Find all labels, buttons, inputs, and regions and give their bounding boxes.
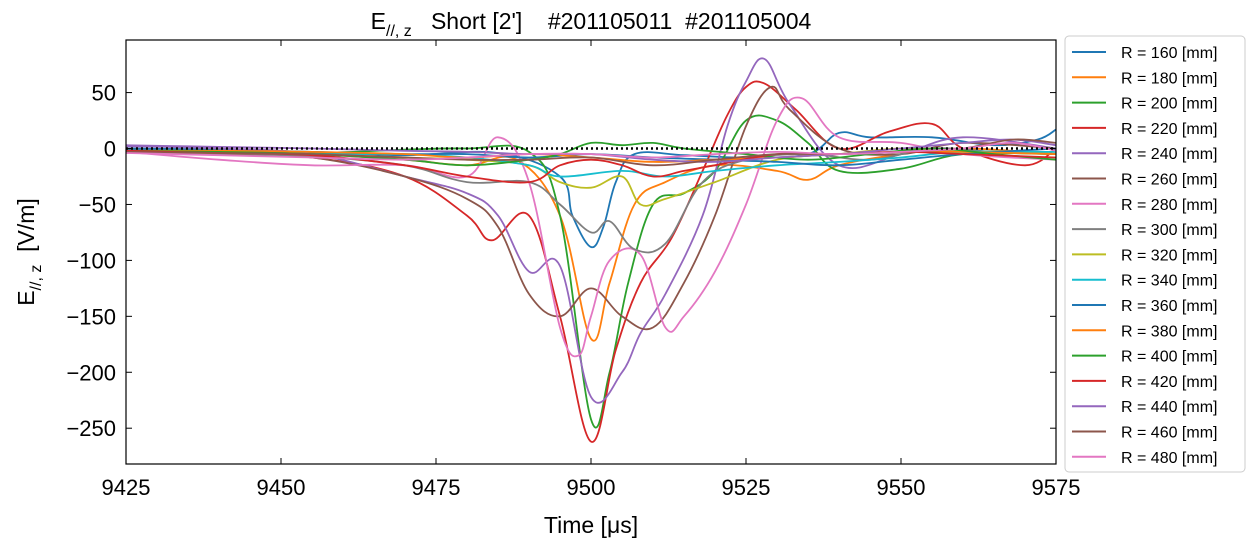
series-line-1 — [126, 128, 1056, 249]
y-tick-label: 0 — [104, 137, 116, 162]
y-tick-label: −200 — [66, 360, 116, 385]
y-tick-label: 50 — [92, 81, 116, 106]
y-axis: 50 0 −50 −100 −150 −200 −250 — [66, 81, 1056, 441]
legend-label: R = 440 [mm] — [1121, 399, 1217, 416]
title-main: E — [371, 8, 386, 34]
legend-label: R = 420 [mm] — [1121, 374, 1217, 391]
legend-entry: R = 220 [mm] — [1072, 121, 1217, 138]
legend-label: R = 380 [mm] — [1121, 323, 1217, 340]
legend-label: R = 200 [mm] — [1121, 96, 1217, 113]
legend-entry: R = 340 [mm] — [1072, 273, 1217, 290]
legend-label: R = 400 [mm] — [1121, 349, 1217, 366]
legend-label: R = 480 [mm] — [1121, 450, 1217, 467]
legend-entry: R = 380 [mm] — [1072, 323, 1217, 340]
legend-label: R = 340 [mm] — [1121, 273, 1217, 290]
legend-label: R = 360 [mm] — [1121, 298, 1217, 315]
y-label-subscript: //, z — [28, 265, 45, 291]
y-tick-label: −100 — [66, 248, 116, 273]
legend-label: R = 160 [mm] — [1121, 45, 1217, 62]
legend-box — [1064, 35, 1246, 473]
legend-entry: R = 260 [mm] — [1072, 172, 1217, 189]
legend-entry: R = 420 [mm] — [1072, 374, 1217, 391]
y-tick-label: −50 — [79, 192, 116, 217]
legend-entry: R = 240 [mm] — [1072, 146, 1217, 163]
legend-entry: R = 360 [mm] — [1072, 298, 1217, 315]
legend: R = 160 [mm] R = 180 [mm] R = 200 [mm] R = … — [1064, 35, 1246, 473]
legend-entry: R = 200 [mm] — [1072, 96, 1217, 113]
series-line-2 — [126, 147, 1056, 342]
y-label-main: E — [13, 290, 39, 305]
y-axis-label: E//, z [V/m] — [13, 198, 45, 306]
x-tick-label: 9425 — [102, 475, 151, 500]
legend-entry: R = 280 [mm] — [1072, 197, 1217, 214]
x-axis-label: Time [μs] — [544, 512, 638, 538]
legend-entry: R = 480 [mm] — [1072, 450, 1217, 467]
plot-area — [125, 39, 1057, 465]
legend-label: R = 280 [mm] — [1121, 197, 1217, 214]
y-label-rest: [V/m] — [13, 198, 39, 264]
x-tick-label: 9500 — [567, 475, 616, 500]
legend-label: R = 460 [mm] — [1121, 425, 1217, 442]
legend-entry: R = 180 [mm] — [1072, 70, 1217, 87]
x-tick-label: 9525 — [722, 475, 771, 500]
series-line-6 — [126, 85, 1056, 331]
x-tick-label: 9475 — [412, 475, 461, 500]
x-tick-label: 9575 — [1032, 475, 1081, 500]
x-tick-label: 9450 — [257, 475, 306, 500]
series-line-5 — [126, 57, 1056, 404]
legend-label: R = 240 [mm] — [1121, 146, 1217, 163]
chart-title: E//, z Short [2'] #201105011 #201105004 — [371, 8, 812, 40]
x-tick-label: 9550 — [877, 475, 926, 500]
legend-label: R = 260 [mm] — [1121, 172, 1217, 189]
legend-entry: R = 300 [mm] — [1072, 222, 1217, 239]
title-subscript: //, z — [386, 23, 412, 40]
series-line-3 — [126, 114, 1056, 429]
legend-label: R = 320 [mm] — [1121, 247, 1217, 264]
legend-entry: R = 400 [mm] — [1072, 349, 1217, 366]
series-line-17 — [126, 141, 1056, 161]
legend-entry: R = 320 [mm] — [1072, 247, 1217, 264]
y-tick-label: −150 — [66, 304, 116, 329]
title-rest: Short [2'] #201105011 #201105004 — [412, 8, 812, 34]
y-tick-label: −250 — [66, 416, 116, 441]
x-axis: 9425 9450 9475 9500 9525 9550 9575 — [102, 40, 1081, 500]
legend-label: R = 220 [mm] — [1121, 121, 1217, 138]
legend-label: R = 180 [mm] — [1121, 70, 1217, 87]
legend-entry: R = 440 [mm] — [1072, 399, 1217, 416]
legend-label: R = 300 [mm] — [1121, 222, 1217, 239]
series-line-4 — [126, 80, 1056, 443]
legend-entry: R = 160 [mm] — [1072, 45, 1217, 62]
plot-frame — [125, 39, 1057, 465]
legend-entry: R = 460 [mm] — [1072, 425, 1217, 442]
